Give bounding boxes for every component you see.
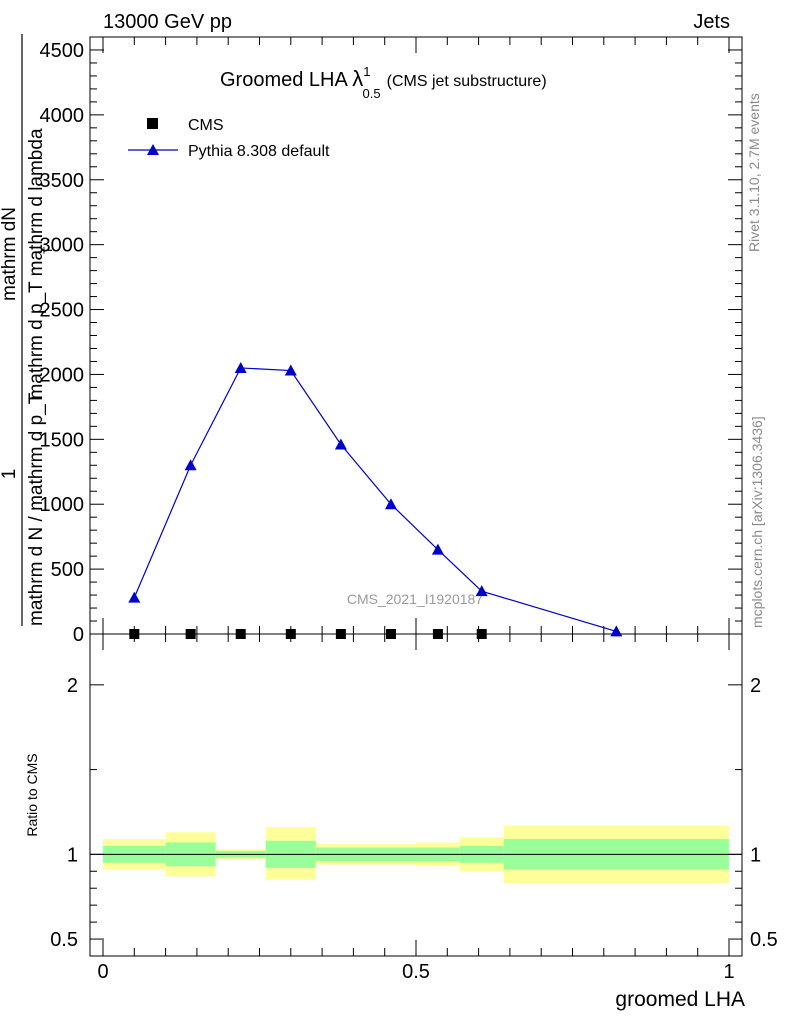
y-label-prefix-den: mathrm d N / mathrm d p_T: [26, 392, 47, 626]
y-tick-label: 500: [51, 559, 84, 581]
y-tick-label: 3500: [40, 170, 85, 192]
mc-point: [184, 459, 197, 471]
mc-point: [128, 591, 141, 603]
ratio-tick-label: 2: [67, 675, 78, 697]
mcplots-label: mcplots.cern.ch [arXiv:1306.3436]: [749, 416, 765, 628]
cms-point: [432, 629, 443, 639]
ratio-tick-label-right: 1: [750, 844, 761, 866]
y-tick-label: 3000: [40, 235, 85, 257]
y-tick-label: 2000: [40, 364, 85, 386]
x-tick-label: 1: [723, 961, 734, 983]
y-label-prefix-num: 1: [0, 469, 20, 480]
cms-point: [129, 629, 140, 639]
y-axis-ticks: 0 500 1000 1500 2000 2500 3000 3500 4000 4500: [40, 36, 742, 646]
legend-cms-label: CMS: [188, 117, 224, 134]
ratio-axis-ticks: 0.5 0.5 1 1 2 2: [50, 675, 778, 951]
mc-series-markers: [128, 361, 623, 637]
cms-point: [185, 629, 196, 639]
x-axis-label: groomed LHA: [615, 988, 745, 1011]
cms-point: [235, 629, 246, 639]
cms-point: [285, 629, 296, 639]
ratio-tick-label-right: 2: [750, 675, 761, 697]
y-label-numerator: mathrm dN: [0, 207, 20, 301]
energy-label: 13000 GeV pp: [103, 11, 232, 33]
y-tick-label: 2500: [40, 300, 85, 322]
ratio-tick-label: 1: [67, 844, 78, 866]
y-axis-label: 1 mathrm d N / mathrm d p_T mathrm dN ma…: [0, 34, 55, 626]
y-label-denominator: mathrm d p_T mathrm d lambda: [26, 128, 47, 399]
y-label-subscript: T: [41, 246, 55, 254]
mc-point: [384, 498, 397, 510]
mc-point: [334, 438, 347, 450]
category-label: Jets: [693, 11, 730, 33]
mc-point: [284, 364, 297, 376]
ratio-tick-label-right: 0.5: [750, 929, 778, 951]
mc-point: [431, 543, 444, 555]
cms-point: [385, 629, 396, 639]
y-tick-label: 1500: [40, 429, 85, 451]
mc-point: [610, 625, 623, 637]
ratio-y-label: Ratio to CMS: [24, 753, 40, 836]
legend-cms-marker: [147, 118, 158, 129]
y-tick-label: 4000: [40, 105, 85, 127]
y-tick-label: 0: [73, 624, 84, 646]
x-tick-label: 0: [97, 961, 108, 983]
cms-point: [335, 629, 346, 639]
rivet-version-label: Rivet 3.1.10, 2.7M events: [746, 93, 762, 252]
mc-point: [475, 585, 488, 597]
legend-mc-label: Pythia 8.308 default: [188, 143, 330, 160]
x-axis-ticks: 0 0.5 1: [97, 37, 735, 983]
y-tick-label: 4500: [40, 40, 85, 62]
y-tick-label: 1000: [40, 494, 85, 516]
legend-mc-marker: [147, 144, 159, 155]
ratio-panel-frame: [89, 633, 743, 957]
x-tick-label: 0.5: [402, 961, 430, 983]
cms-point: [476, 629, 487, 639]
ratio-tick-label: 0.5: [50, 929, 78, 951]
analysis-id-label: CMS_2021_I1920187: [347, 591, 483, 607]
cms-series-markers: [129, 629, 487, 639]
plot-title: Groomed LHA λ1 0.5(CMS jet substructure): [220, 64, 547, 101]
mc-point: [234, 361, 247, 373]
